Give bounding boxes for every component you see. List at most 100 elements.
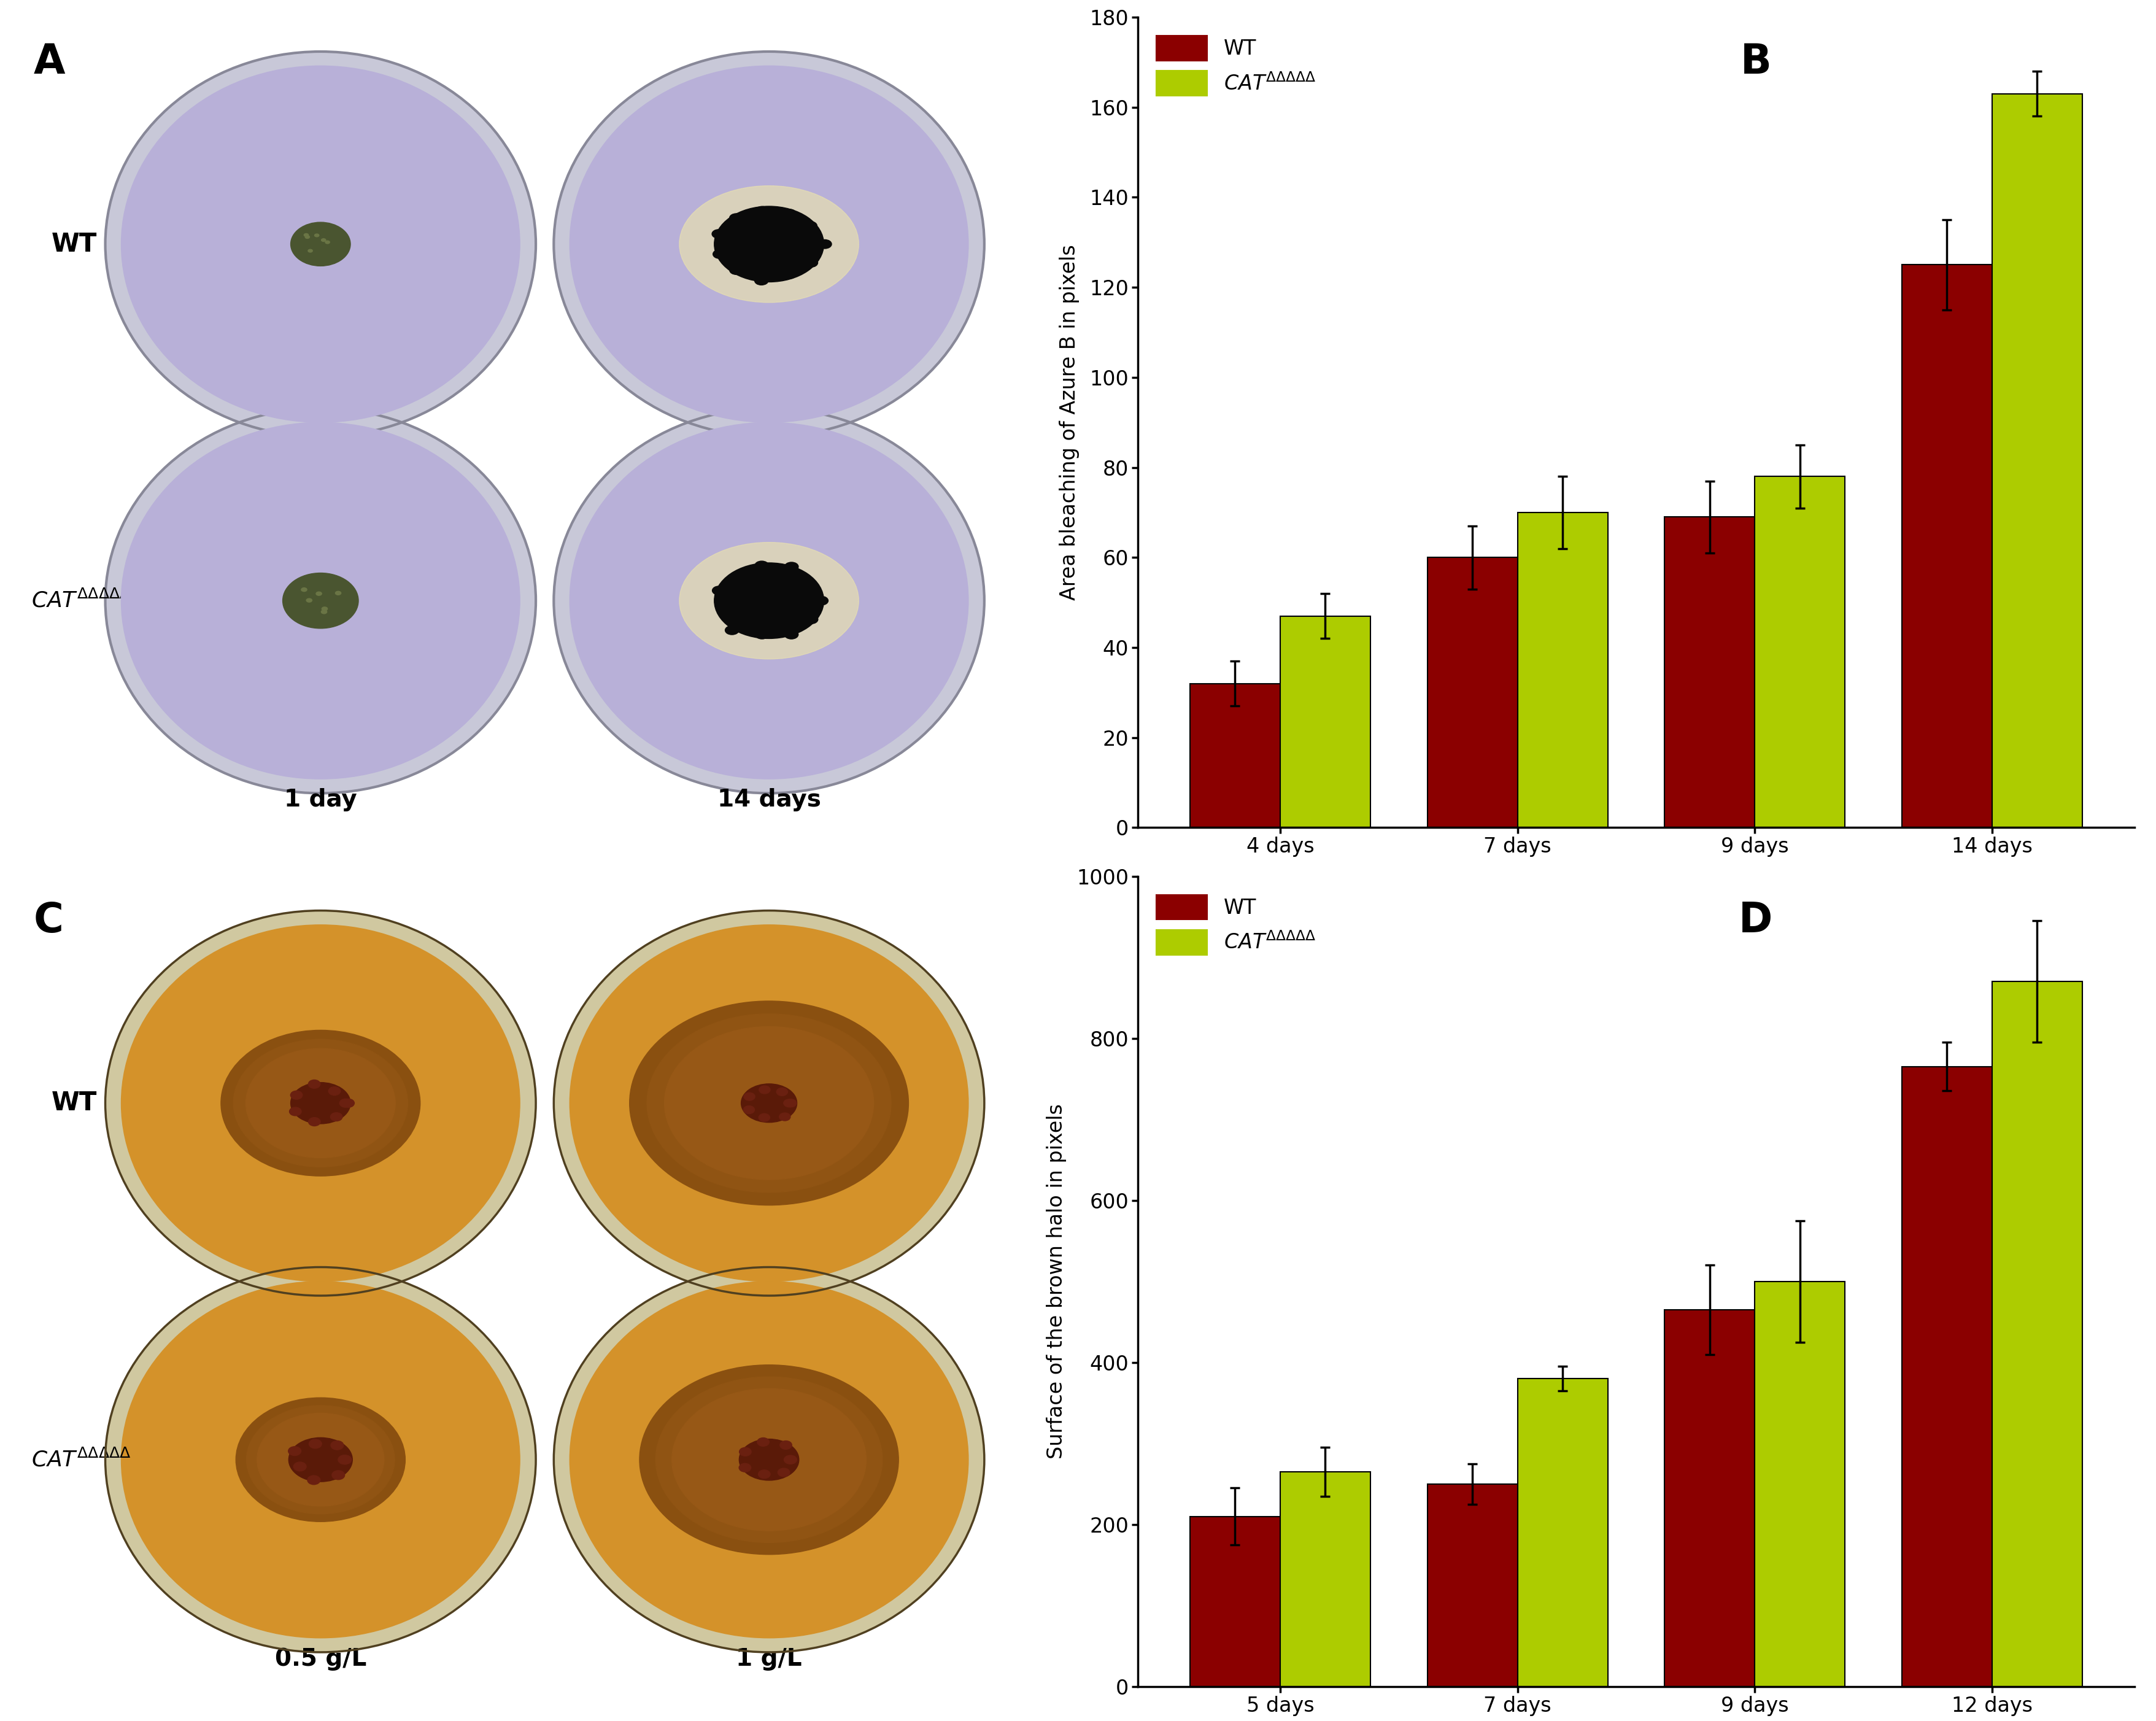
Ellipse shape (813, 595, 826, 606)
Ellipse shape (121, 65, 520, 422)
Ellipse shape (121, 924, 520, 1282)
Ellipse shape (282, 573, 358, 628)
Ellipse shape (759, 1113, 770, 1122)
Ellipse shape (554, 910, 985, 1296)
Ellipse shape (330, 1440, 343, 1449)
Ellipse shape (569, 924, 968, 1282)
Ellipse shape (740, 1439, 800, 1480)
Ellipse shape (554, 408, 985, 793)
Ellipse shape (804, 614, 817, 623)
Ellipse shape (718, 606, 731, 614)
Ellipse shape (106, 910, 537, 1296)
Ellipse shape (740, 1447, 750, 1456)
Ellipse shape (755, 561, 768, 570)
Ellipse shape (744, 1093, 755, 1100)
Ellipse shape (778, 1113, 791, 1120)
Y-axis label: Surface of the brown halo in pixels: Surface of the brown halo in pixels (1046, 1103, 1067, 1459)
Ellipse shape (778, 1468, 789, 1477)
Ellipse shape (289, 1437, 351, 1482)
Ellipse shape (720, 1423, 817, 1496)
Ellipse shape (664, 1026, 873, 1179)
Ellipse shape (289, 1437, 351, 1484)
Text: WT: WT (52, 231, 97, 256)
Bar (1755, 477, 1846, 828)
Ellipse shape (655, 1377, 882, 1542)
Ellipse shape (308, 1117, 321, 1126)
Ellipse shape (106, 1267, 537, 1652)
Ellipse shape (681, 1039, 856, 1167)
Bar (1427, 558, 1518, 828)
Text: A: A (34, 41, 65, 83)
Ellipse shape (785, 563, 798, 571)
Ellipse shape (673, 1389, 867, 1530)
Ellipse shape (755, 207, 770, 215)
Ellipse shape (246, 1048, 395, 1158)
Ellipse shape (716, 1065, 821, 1141)
Ellipse shape (679, 542, 858, 659)
Ellipse shape (688, 1401, 849, 1520)
Ellipse shape (714, 563, 824, 638)
Ellipse shape (714, 250, 727, 258)
Ellipse shape (315, 234, 319, 237)
Ellipse shape (755, 275, 768, 286)
Legend: WT, $CAT^{\Delta\Delta\Delta\Delta\Delta}$: WT, $CAT^{\Delta\Delta\Delta\Delta\Delta… (1147, 886, 1324, 964)
Ellipse shape (341, 1098, 351, 1107)
Ellipse shape (308, 1439, 321, 1449)
Text: C: C (34, 900, 63, 941)
Text: D: D (1738, 900, 1772, 941)
Y-axis label: Area bleaching of Azure B in pixels: Area bleaching of Azure B in pixels (1059, 244, 1080, 601)
Bar (1518, 1379, 1608, 1687)
Bar (1427, 1484, 1518, 1687)
Ellipse shape (752, 1091, 787, 1115)
Ellipse shape (731, 571, 744, 580)
Text: WT: WT (52, 1089, 97, 1115)
Ellipse shape (289, 1447, 302, 1456)
Ellipse shape (744, 1107, 755, 1113)
Ellipse shape (293, 1463, 306, 1471)
Ellipse shape (804, 222, 817, 231)
Ellipse shape (326, 241, 330, 244)
Bar (1664, 516, 1755, 828)
Ellipse shape (699, 1052, 839, 1155)
Ellipse shape (282, 1076, 358, 1131)
Text: 0.5 g/L: 0.5 g/L (274, 1647, 367, 1671)
Ellipse shape (783, 210, 796, 219)
Ellipse shape (304, 234, 308, 236)
Ellipse shape (306, 599, 313, 602)
Bar (1190, 683, 1281, 828)
Ellipse shape (776, 1088, 787, 1096)
Text: $\mathit{CAT}^{\Delta\Delta\Delta\Delta\Delta}$: $\mathit{CAT}^{\Delta\Delta\Delta\Delta\… (32, 1449, 132, 1471)
Ellipse shape (257, 1413, 384, 1506)
Text: 14 days: 14 days (718, 788, 821, 811)
Ellipse shape (259, 1057, 384, 1148)
Ellipse shape (742, 1084, 798, 1122)
Bar (1992, 93, 2083, 828)
Ellipse shape (306, 236, 310, 239)
Ellipse shape (554, 1267, 985, 1652)
Ellipse shape (815, 595, 828, 606)
Ellipse shape (640, 1365, 899, 1554)
Ellipse shape (246, 1406, 395, 1514)
Ellipse shape (289, 1107, 302, 1115)
Ellipse shape (321, 609, 328, 614)
Bar (1281, 1471, 1371, 1687)
Ellipse shape (785, 630, 798, 638)
Ellipse shape (291, 222, 351, 267)
Ellipse shape (106, 52, 537, 437)
Ellipse shape (343, 1098, 354, 1107)
Ellipse shape (757, 1437, 770, 1446)
Ellipse shape (569, 422, 968, 780)
Ellipse shape (302, 589, 306, 592)
Ellipse shape (759, 1086, 770, 1095)
Ellipse shape (321, 608, 328, 611)
Text: $\mathit{CAT}^{\Delta\Delta\Delta\Delta\Delta}$: $\mathit{CAT}^{\Delta\Delta\Delta\Delta\… (32, 590, 132, 611)
Ellipse shape (121, 422, 520, 780)
Ellipse shape (711, 587, 727, 595)
Ellipse shape (338, 1456, 351, 1465)
Ellipse shape (220, 1031, 420, 1175)
Ellipse shape (291, 1083, 351, 1124)
Ellipse shape (278, 1428, 362, 1490)
Ellipse shape (740, 1463, 750, 1471)
Ellipse shape (759, 1470, 770, 1478)
Bar (1518, 513, 1608, 828)
